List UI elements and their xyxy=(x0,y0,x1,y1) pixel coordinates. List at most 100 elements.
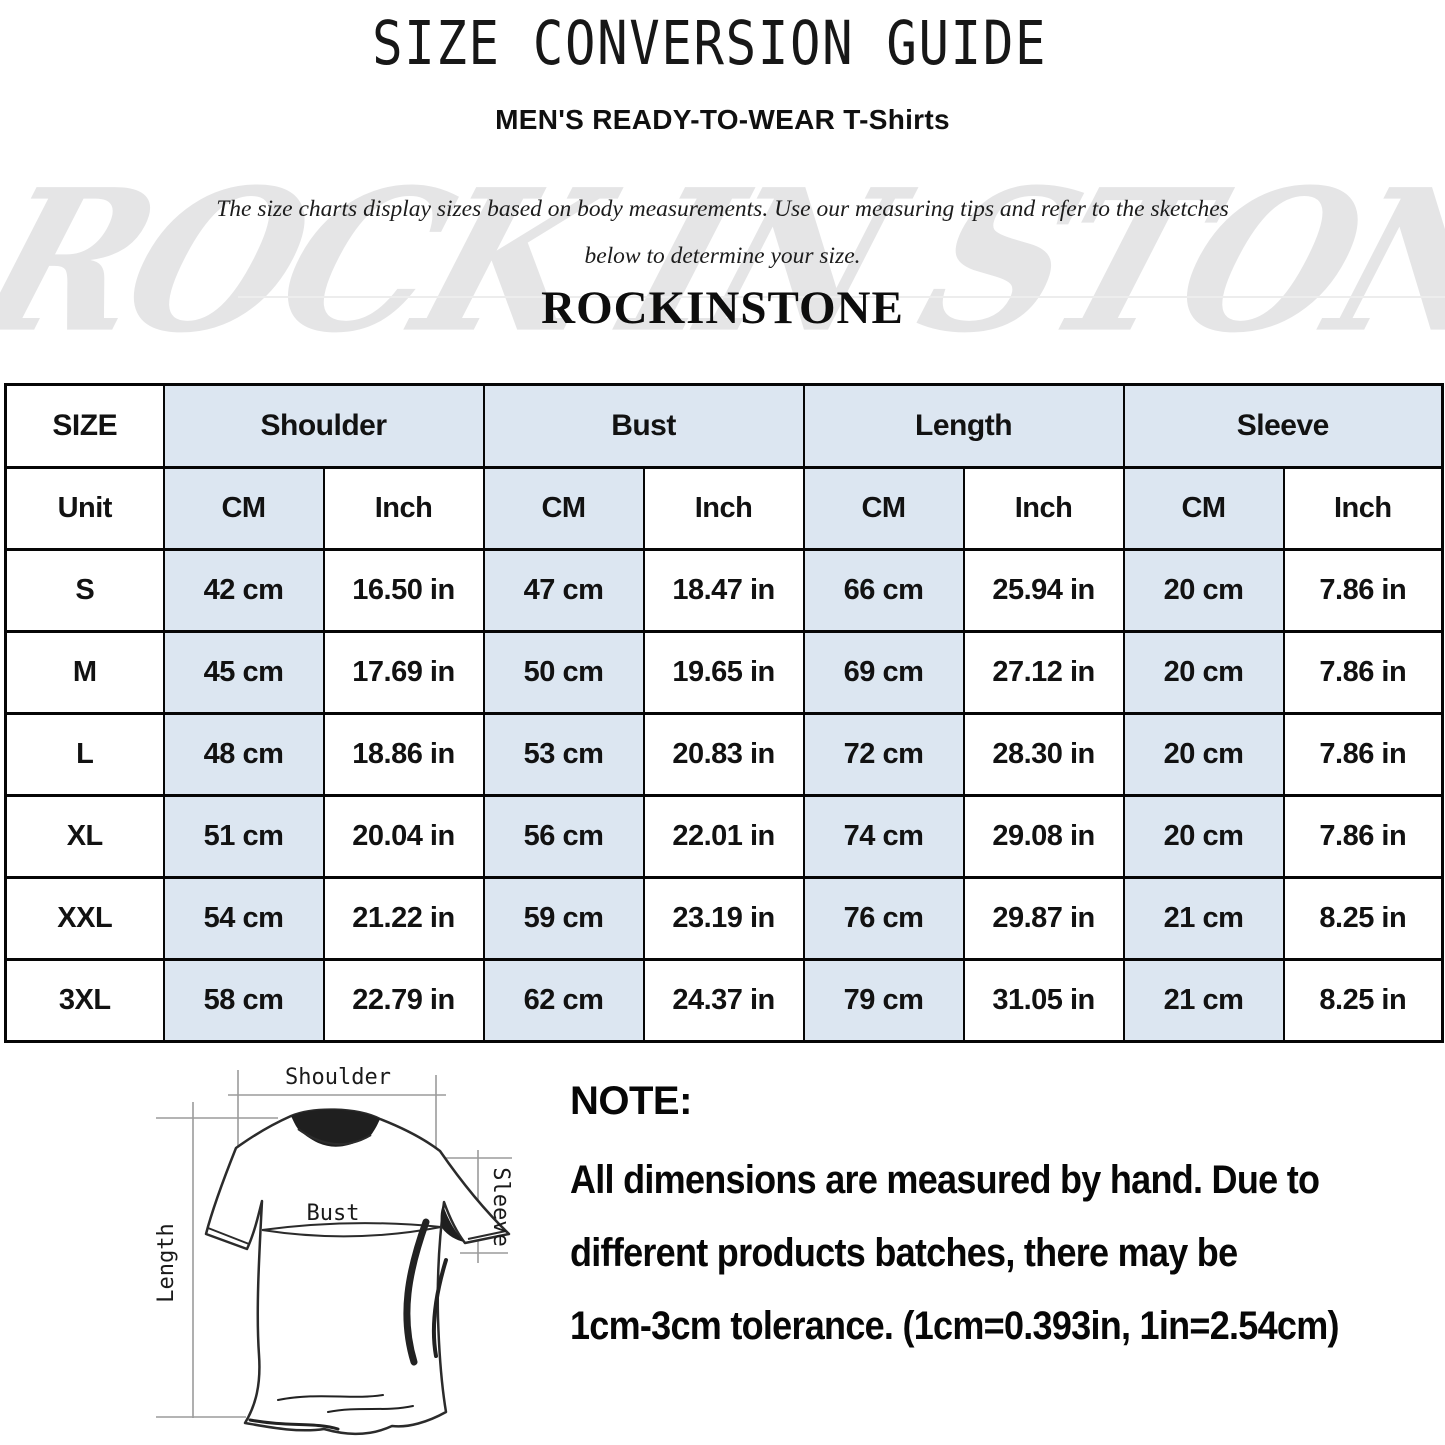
value-cell: 7.86 in xyxy=(1282,548,1444,633)
value-cell: 28.30 in xyxy=(962,712,1125,797)
value-cell: 8.25 in xyxy=(1282,876,1444,961)
col-header-sleeve: Sleeve xyxy=(1122,383,1444,469)
value-cell: 23.19 in xyxy=(642,876,805,961)
value-cell: 19.65 in xyxy=(642,630,805,715)
unit-cm-cell: CM xyxy=(482,466,645,551)
value-cell: 21 cm xyxy=(1122,876,1285,961)
value-cell: 74 cm xyxy=(802,794,965,879)
description-text: The size charts display sizes based on b… xyxy=(0,186,1445,280)
tshirt-measurement-diagram: Shoulder Bust Length Sleeve xyxy=(154,1065,513,1436)
measurement-lines xyxy=(156,1070,512,1418)
value-cell: 20 cm xyxy=(1122,712,1285,797)
value-cell: 45 cm xyxy=(162,630,325,715)
value-cell: 22.79 in xyxy=(322,958,485,1043)
bust-label: Bust xyxy=(307,1201,360,1226)
value-cell: 69 cm xyxy=(802,630,965,715)
collar-rib-line xyxy=(297,1128,372,1146)
value-cell: 7.86 in xyxy=(1282,794,1444,879)
value-cell: 20.04 in xyxy=(322,794,485,879)
value-cell: 18.86 in xyxy=(322,712,485,797)
wrinkle-lines xyxy=(248,1218,448,1431)
table-row-m: M 45 cm 17.69 in 50 cm 19.65 in 69 cm 27… xyxy=(4,630,1444,715)
value-cell: 62 cm xyxy=(482,958,645,1043)
note-line-2: different products batches, there may be xyxy=(570,1231,1238,1275)
col-header-bust: Bust xyxy=(482,383,805,469)
length-label: Length xyxy=(154,1223,179,1302)
value-cell: 53 cm xyxy=(482,712,645,797)
value-cell: 20.83 in xyxy=(642,712,805,797)
value-cell: 66 cm xyxy=(802,548,965,633)
note-section: NOTE: All dimensions are measured by han… xyxy=(570,1072,1430,1363)
value-cell: 18.47 in xyxy=(642,548,805,633)
table-row-3xl: 3XL 58 cm 22.79 in 62 cm 24.37 in 79 cm … xyxy=(4,958,1444,1043)
value-cell: 16.50 in xyxy=(322,548,485,633)
col-header-size: SIZE xyxy=(4,383,165,469)
description-line-1: The size charts display sizes based on b… xyxy=(216,196,1229,222)
brand-name: ROCKINSTONE xyxy=(541,282,904,334)
size-cell: L xyxy=(4,712,165,797)
value-cell: 20 cm xyxy=(1122,630,1285,715)
value-cell: 22.01 in xyxy=(642,794,805,879)
size-cell: XL xyxy=(4,794,165,879)
value-cell: 21 cm xyxy=(1122,958,1285,1043)
value-cell: 76 cm xyxy=(802,876,965,961)
value-cell: 7.86 in xyxy=(1282,712,1444,797)
value-cell: 17.69 in xyxy=(322,630,485,715)
value-cell: 59 cm xyxy=(482,876,645,961)
shoulder-label: Shoulder xyxy=(285,1065,391,1090)
size-cell: 3XL xyxy=(4,958,165,1043)
size-cell: XXL xyxy=(4,876,165,961)
value-cell: 27.12 in xyxy=(962,630,1125,715)
value-cell: 24.37 in xyxy=(642,958,805,1043)
value-cell: 72 cm xyxy=(802,712,965,797)
page-subtitle: MEN'S READY-TO-WEAR T-Shirts xyxy=(495,104,950,135)
table-row-xxl: XXL 54 cm 21.22 in 59 cm 23.19 in 76 cm … xyxy=(4,876,1444,961)
unit-inch-cell: Inch xyxy=(322,466,485,551)
note-line-1: All dimensions are measured by hand. Due… xyxy=(570,1158,1320,1202)
value-cell: 7.86 in xyxy=(1282,630,1444,715)
unit-inch-cell: Inch xyxy=(962,466,1125,551)
note-line-3: 1cm-3cm tolerance. (1cm=0.393in, 1in=2.5… xyxy=(570,1304,1339,1348)
value-cell: 56 cm xyxy=(482,794,645,879)
table-row-l: L 48 cm 18.86 in 53 cm 20.83 in 72 cm 28… xyxy=(4,712,1444,797)
unit-cm-cell: CM xyxy=(162,466,325,551)
size-cell: S xyxy=(4,548,165,633)
value-cell: 50 cm xyxy=(482,630,645,715)
unit-cm-cell: CM xyxy=(802,466,965,551)
value-cell: 29.08 in xyxy=(962,794,1125,879)
divider-line xyxy=(238,296,1445,298)
tshirt-outline xyxy=(204,1108,511,1436)
value-cell: 48 cm xyxy=(162,712,325,797)
unit-inch-cell: Inch xyxy=(1282,466,1444,551)
table-unit-row: Unit CM Inch CM Inch CM Inch CM Inch xyxy=(4,466,1444,551)
col-header-length: Length xyxy=(802,383,1125,469)
sleeve-hem-lines xyxy=(207,1227,507,1245)
unit-inch-cell: Inch xyxy=(642,466,805,551)
value-cell: 47 cm xyxy=(482,548,645,633)
size-conversion-table: SIZE Shoulder Bust Length Sleeve Unit CM… xyxy=(4,383,1445,1043)
table-group-header-row: SIZE Shoulder Bust Length Sleeve xyxy=(4,383,1444,469)
value-cell: 58 cm xyxy=(162,958,325,1043)
underarm-shadow xyxy=(440,1205,464,1242)
value-cell: 25.94 in xyxy=(962,548,1125,633)
value-cell: 79 cm xyxy=(802,958,965,1043)
col-header-shoulder: Shoulder xyxy=(162,383,485,469)
value-cell: 42 cm xyxy=(162,548,325,633)
value-cell: 29.87 in xyxy=(962,876,1125,961)
value-cell: 20 cm xyxy=(1122,548,1285,633)
size-cell: M xyxy=(4,630,165,715)
note-heading: NOTE: xyxy=(570,1079,692,1123)
value-cell: 54 cm xyxy=(162,876,325,961)
table-row-xl: XL 51 cm 20.04 in 56 cm 22.01 in 74 cm 2… xyxy=(4,794,1444,879)
page-title: SIZE CONVERSION GUIDE xyxy=(0,8,1420,79)
unit-label-cell: Unit xyxy=(4,466,165,551)
table-row-s: S 42 cm 16.50 in 47 cm 18.47 in 66 cm 25… xyxy=(4,548,1444,633)
sleeve-label: Sleeve xyxy=(488,1167,513,1246)
unit-cm-cell: CM xyxy=(1122,466,1285,551)
value-cell: 51 cm xyxy=(162,794,325,879)
page-title-text: SIZE CONVERSION GUIDE xyxy=(372,8,1048,79)
value-cell: 21.22 in xyxy=(322,876,485,961)
value-cell: 20 cm xyxy=(1122,794,1285,879)
description-line-2: below to determine your size. xyxy=(584,243,861,269)
value-cell: 8.25 in xyxy=(1282,958,1444,1043)
